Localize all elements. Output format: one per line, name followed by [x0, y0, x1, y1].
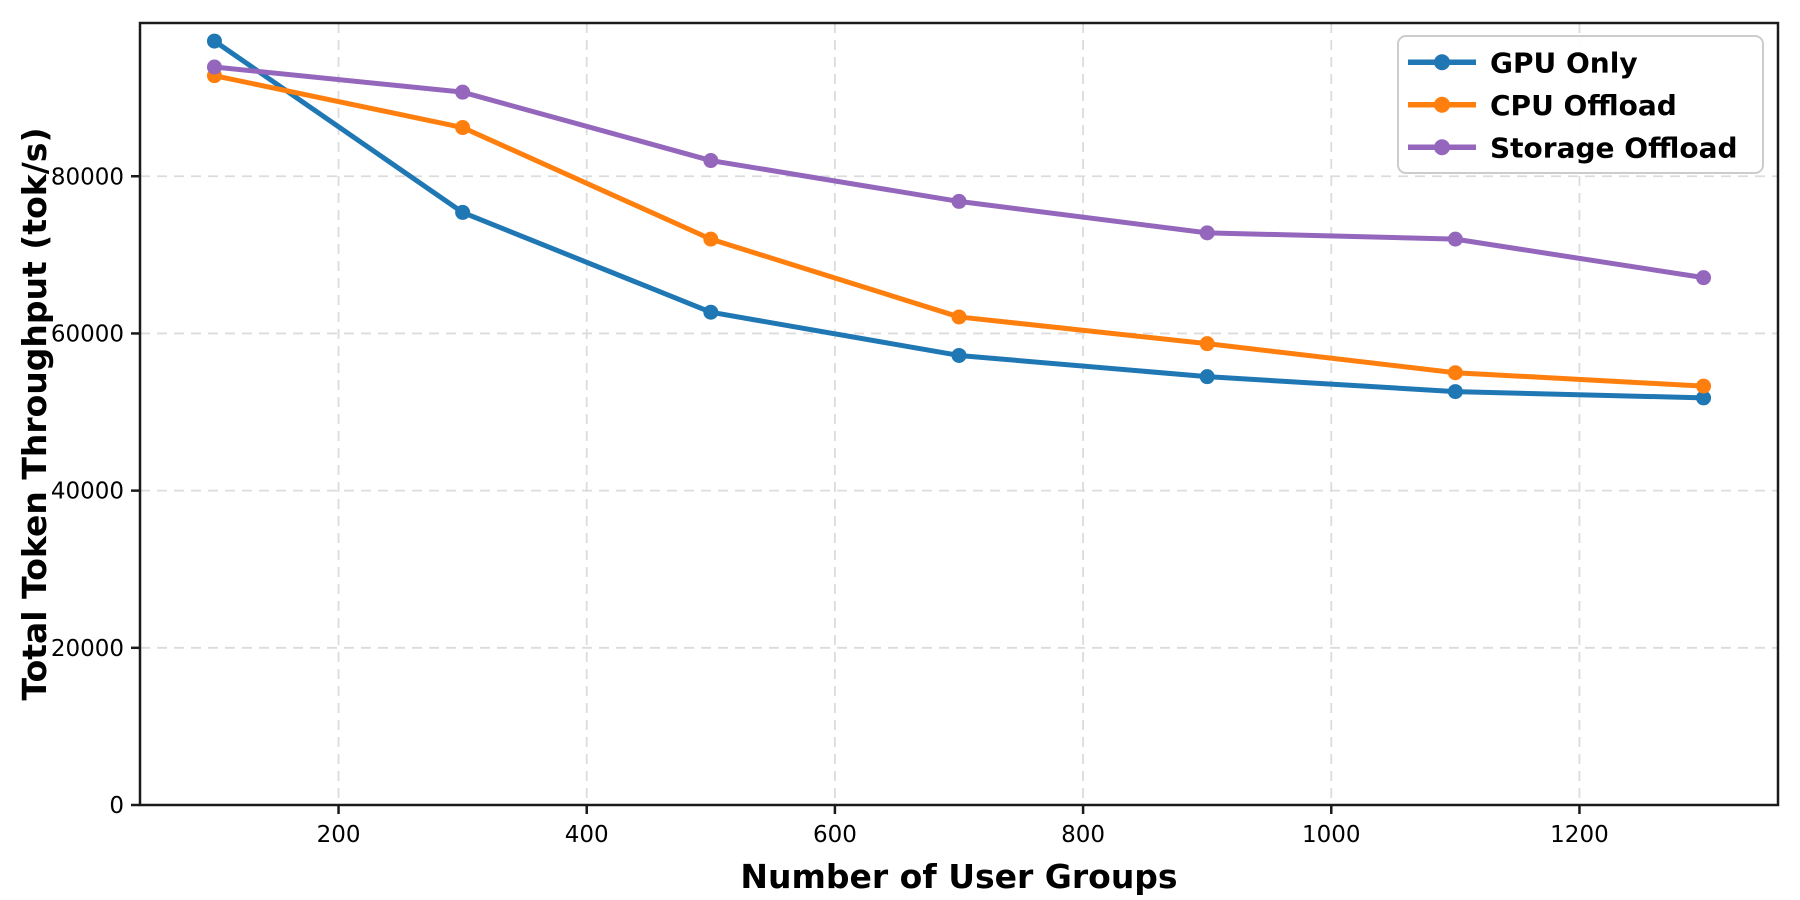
legend: GPU Only CPU Offload Storage Offload	[1397, 35, 1764, 174]
x-tick-label: 1200	[1550, 822, 1609, 848]
data-point-cpu-offload	[455, 120, 471, 136]
data-point-gpu-only	[455, 204, 471, 220]
x-tick-label: 200	[317, 822, 361, 848]
y-tick-label: 80000	[51, 164, 124, 190]
legend-item-cpu-offload: CPU Offload	[1408, 89, 1677, 122]
legend-box	[1397, 35, 1764, 174]
legend-item-storage-offload: Storage Offload	[1408, 131, 1738, 164]
data-point-storage-offload	[951, 193, 967, 209]
data-point-storage-offload	[1447, 231, 1463, 247]
y-tick-label: 40000	[51, 479, 124, 505]
data-point-gpu-only	[1199, 369, 1215, 385]
data-point-storage-offload	[455, 84, 471, 100]
legend-label: GPU Only	[1490, 46, 1638, 79]
legend-label: CPU Offload	[1490, 89, 1677, 122]
data-point-cpu-offload	[1447, 365, 1463, 381]
legend-label: Storage Offload	[1490, 131, 1738, 164]
x-tick-label: 800	[1061, 822, 1105, 848]
x-tick-label: 600	[813, 822, 857, 848]
y-axis-label: Total Token Throughput (tok/s)	[15, 127, 54, 700]
plot-border	[138, 21, 1780, 807]
x-tick-label: 400	[565, 822, 609, 848]
data-point-gpu-only	[1696, 390, 1712, 406]
legend-marker-icon	[1434, 54, 1450, 71]
data-point-cpu-offload	[1199, 336, 1215, 352]
data-point-gpu-only	[951, 347, 967, 363]
data-point-cpu-offload	[951, 309, 967, 325]
axes-layer	[138, 21, 1780, 807]
data-point-cpu-offload	[703, 231, 719, 247]
x-axis-label: Number of User Groups	[740, 857, 1177, 896]
y-tick-label: 20000	[51, 636, 124, 662]
data-point-storage-offload	[1199, 225, 1215, 241]
legend-marker-icon	[1434, 139, 1450, 156]
data-point-gpu-only	[703, 304, 719, 320]
data-point-storage-offload	[206, 59, 222, 75]
data-point-gpu-only	[1447, 384, 1463, 400]
series-layer	[206, 33, 1712, 406]
legend-item-gpu-only: GPU Only	[1408, 46, 1638, 79]
data-point-storage-offload	[703, 153, 719, 169]
data-point-storage-offload	[1696, 270, 1712, 286]
data-point-gpu-only	[206, 33, 222, 49]
legend-marker-icon	[1434, 96, 1450, 113]
data-point-cpu-offload	[1696, 378, 1712, 394]
y-tick-label: 60000	[51, 321, 124, 347]
y-tick-label: 0	[109, 793, 124, 819]
x-tick-label: 1000	[1302, 822, 1361, 848]
tick-layer: 200 400 600 800 1000 1200 0 20000 40000 60000 8000…	[51, 164, 1609, 848]
